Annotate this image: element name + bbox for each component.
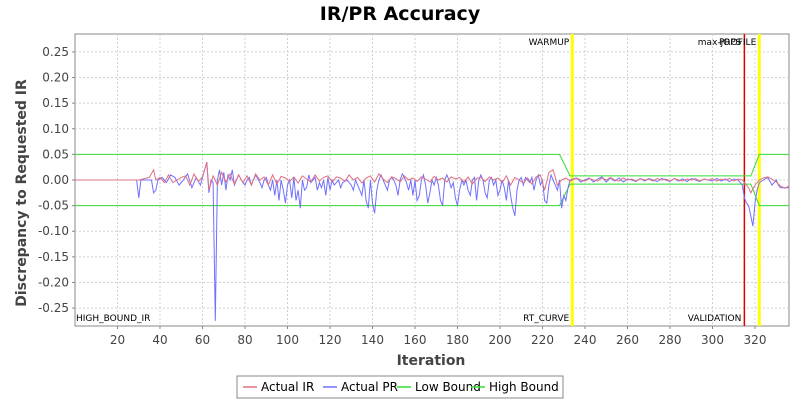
x-axis-label: Iteration [397, 353, 466, 369]
x-tick-label: 160 [404, 333, 427, 347]
x-tick-label: 180 [446, 333, 469, 347]
y-tick-label: -0.05 [38, 199, 69, 213]
tick-labels: -0.25 -0.20 -0.15 -0.10 -0.05 0.00 0.05 0.10 0.1… [38, 45, 767, 347]
legend-item-label: Low Bound [415, 380, 481, 394]
phase-marker-label: RT_CURVE [523, 314, 569, 324]
x-tick-label: 240 [574, 333, 597, 347]
y-tick-label: 0.15 [42, 96, 69, 110]
series-line-actual-ir [75, 161, 790, 194]
x-tick-label: 120 [319, 333, 342, 347]
series-layer [75, 153, 790, 321]
legend: Actual IR Actual PR Low Bound High Bound [236, 375, 564, 399]
y-tick-label: -0.10 [38, 224, 69, 238]
y-tick-label: 0.25 [42, 45, 69, 59]
chart-title: IR/PR Accuracy [320, 3, 481, 25]
x-tick-label: 200 [489, 333, 512, 347]
y-axis-label: Discrepancy to Requested IR [14, 79, 30, 307]
y-tick-label: 0.20 [42, 71, 69, 85]
legend-item-label: Actual PR [341, 380, 398, 394]
series-line-high-bound [75, 153, 789, 177]
phase-marker-label: max-jOPS [698, 38, 742, 48]
phase-marker-label: WARMUP [529, 38, 570, 48]
x-tick-label: 280 [659, 333, 682, 347]
x-tick-label: 220 [531, 333, 554, 347]
y-tick-label: -0.15 [38, 250, 69, 264]
x-tick-label: 260 [616, 333, 639, 347]
x-tick-label: 80 [237, 333, 252, 347]
phase-markers: WARMUP RT_CURVE max-jOPS VALIDATION PROFILE H… [76, 34, 761, 326]
x-tick-label: 100 [276, 333, 299, 347]
y-tick-label: -0.25 [38, 301, 69, 315]
x-tick-label: 140 [361, 333, 384, 347]
y-tick-label: 0.05 [42, 147, 69, 161]
series-line-low-bound [75, 183, 789, 207]
x-tick-label: 300 [701, 333, 724, 347]
phase-marker-label: VALIDATION [688, 314, 742, 324]
x-tick-label: 20 [110, 333, 125, 347]
phase-marker-label: HIGH_BOUND_IR [76, 314, 150, 324]
x-tick-label: 40 [152, 333, 167, 347]
y-tick-label: 0.10 [42, 122, 69, 136]
x-tick-label: 60 [195, 333, 210, 347]
x-tick-label: 320 [744, 333, 767, 347]
legend-item-label: High Bound [489, 380, 559, 394]
phase-marker-label: PROFILE [719, 38, 757, 48]
legend-item-label: Actual IR [261, 380, 314, 394]
y-tick-label: 0.00 [42, 173, 69, 187]
y-tick-label: -0.20 [38, 275, 69, 289]
